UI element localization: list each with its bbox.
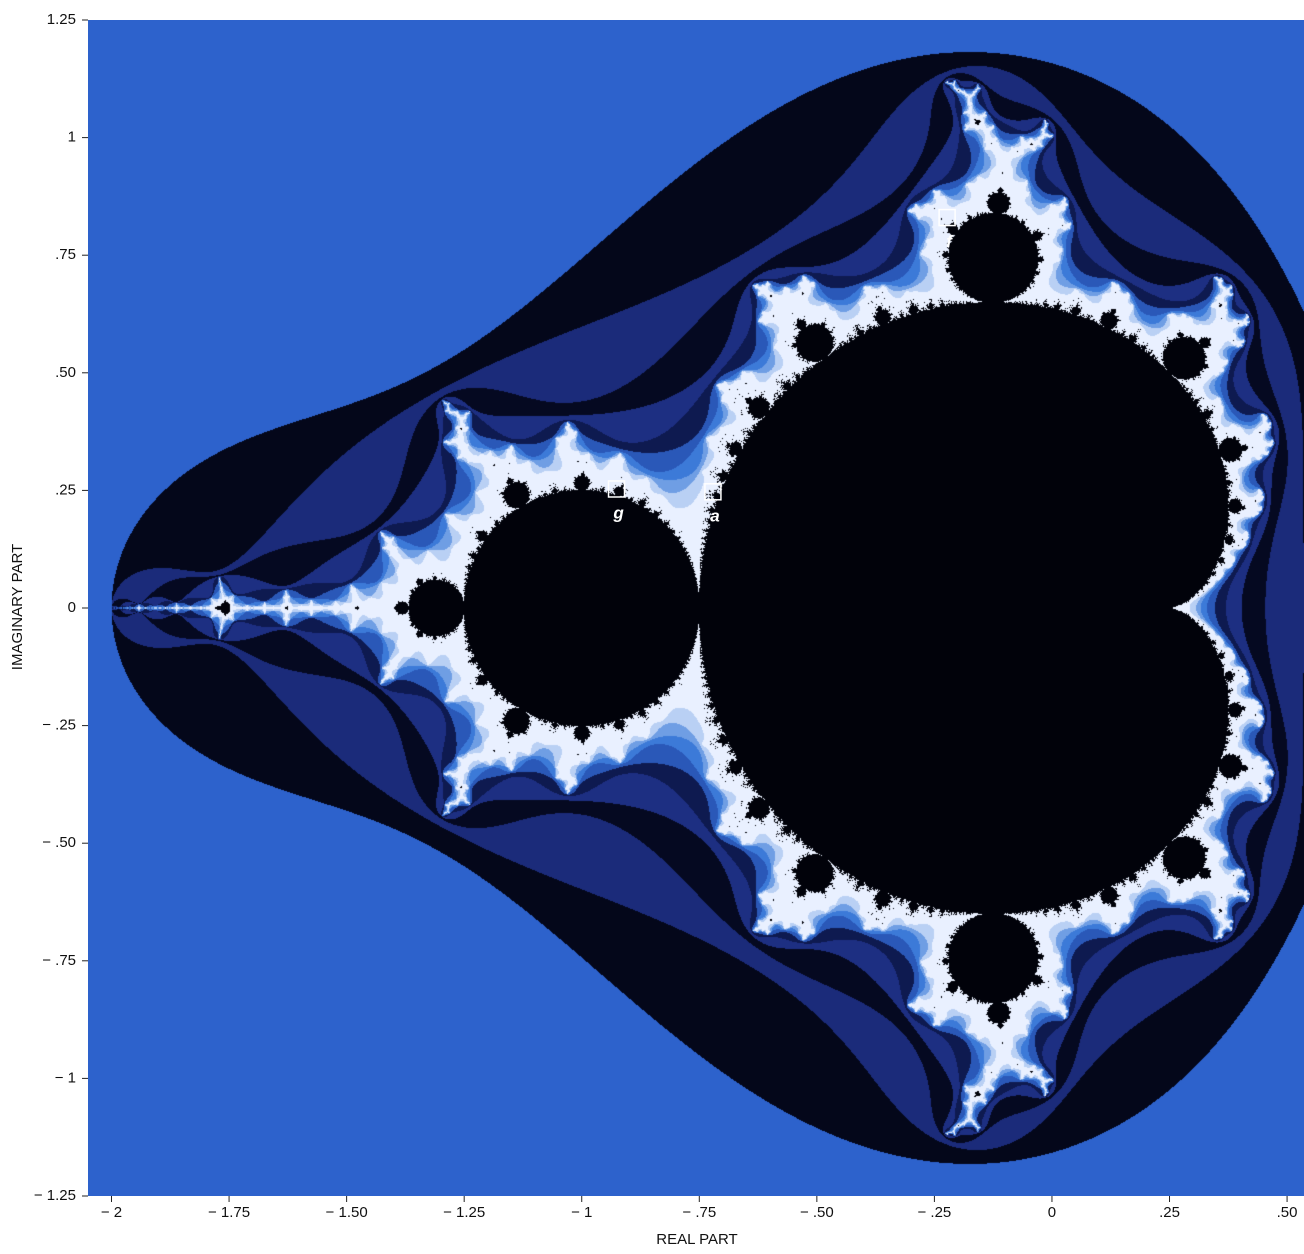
annotation-label: g (612, 503, 624, 522)
y-tick-label: − .75 (42, 952, 76, 969)
fractal-image (88, 20, 1304, 1196)
annotation-box (704, 483, 722, 501)
y-tick-label: 0 (68, 599, 76, 616)
y-tick-label: .25 (55, 481, 76, 498)
annotation-box (938, 208, 956, 227)
y-axis-label: IMAGINARY PART (9, 544, 26, 670)
x-axis-label: REAL PART (656, 1231, 737, 1248)
y-tick-label: − .50 (42, 834, 76, 851)
y-tick-label: − .25 (42, 717, 76, 734)
x-tick-label: − .50 (800, 1204, 834, 1221)
x-tick-label: .25 (1159, 1204, 1180, 1221)
annotation-label: a (710, 506, 719, 525)
annotation-box (607, 480, 626, 498)
x-tick-label: − 2 (101, 1204, 122, 1221)
x-tick-label: − 1.25 (443, 1204, 485, 1221)
annotation-label: f (946, 232, 954, 251)
x-tick-label: − .75 (682, 1204, 716, 1221)
x-tick-label: − .25 (918, 1204, 952, 1221)
x-tick-label: − 1.50 (326, 1204, 368, 1221)
y-tick-label: − 1 (55, 1069, 76, 1086)
x-tick-label: 0 (1048, 1204, 1056, 1221)
y-tick-label: 1.25 (47, 11, 76, 28)
y-tick-label: − 1.25 (34, 1187, 76, 1204)
y-tick-label: .75 (55, 246, 76, 263)
x-tick-label: .50 (1277, 1204, 1298, 1221)
y-tick-label: .50 (55, 364, 76, 381)
y-tick-label: 1 (68, 129, 76, 146)
x-tick-label: − 1 (571, 1204, 592, 1221)
x-tick-label: − 1.75 (208, 1204, 250, 1221)
